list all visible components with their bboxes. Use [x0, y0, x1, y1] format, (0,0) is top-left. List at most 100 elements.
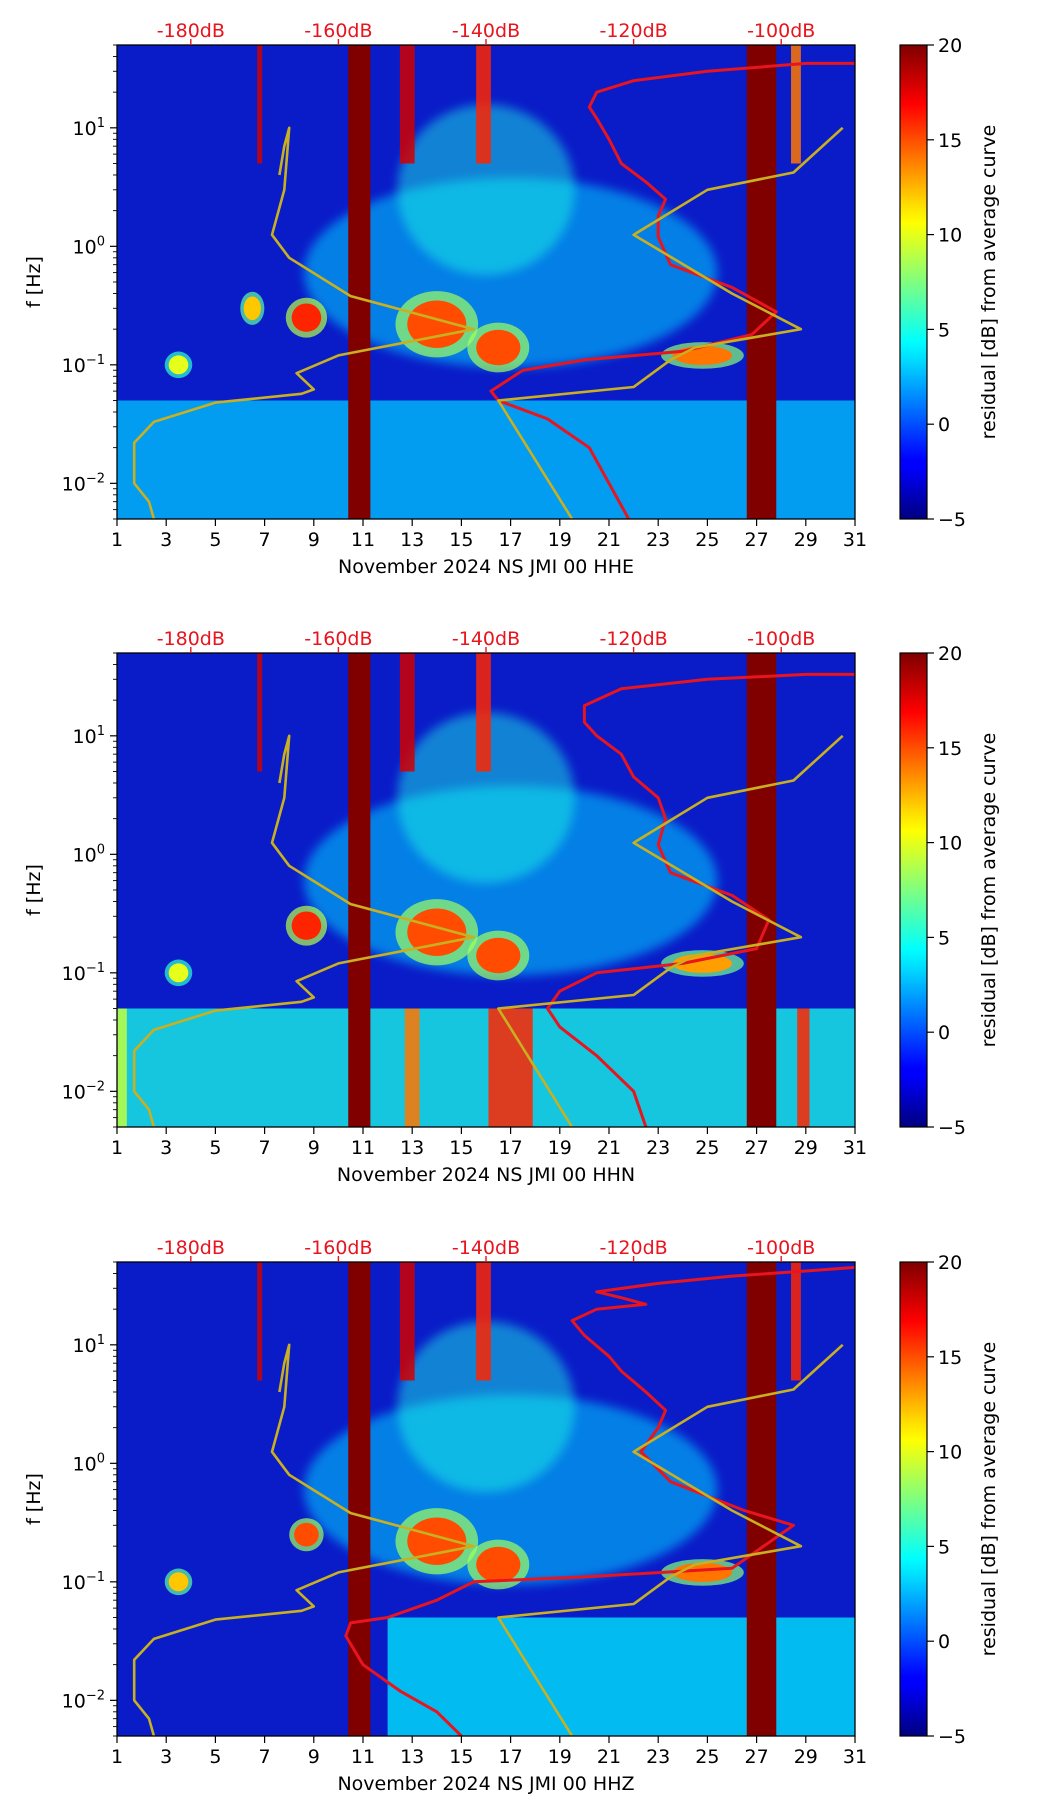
- top-db-label: -160dB: [304, 20, 372, 42]
- x-tick-label: 3: [160, 1746, 172, 1768]
- y-tick-label: 10−1: [62, 353, 105, 377]
- colorbar-tick-label: 20: [938, 1252, 962, 1274]
- psd-curve-red: [344, 1265, 855, 1736]
- top-db-label: -180dB: [157, 628, 225, 650]
- spectral-stripe: [257, 45, 263, 164]
- noise-model-curve-yellow: [132, 126, 475, 519]
- spectral-stripe: [399, 1262, 415, 1381]
- colorbar-tick-label: 10: [938, 225, 962, 247]
- energy-hotspot: [168, 1572, 189, 1592]
- x-tick-label: 3: [160, 1137, 172, 1159]
- colorbar-tick-label: 5: [938, 319, 950, 341]
- spectral-stripe: [791, 1262, 801, 1381]
- x-tick-label: 19: [548, 1746, 572, 1768]
- x-tick-label: 27: [745, 529, 769, 551]
- x-tick-label: 25: [695, 1746, 719, 1768]
- x-tick-label: 11: [351, 1137, 375, 1159]
- colorbar-tick-label: 5: [938, 1536, 950, 1558]
- x-tick-label: 15: [449, 1746, 473, 1768]
- noise-model-curve-yellow: [497, 734, 844, 1127]
- energy-hotspot: [476, 1546, 521, 1583]
- spectrogram-panel-2: 1 3 5 7 9 11 13 15 17 19 21 23 25 27 29 3110−210−110010…: [23, 628, 1000, 1186]
- top-db-label: -140dB: [452, 1237, 520, 1259]
- spectrogram-panel-3: 1 3 5 7 9 11 13 15 17 19 21 23 25 27 29 3110−210−110010…: [23, 1237, 1000, 1795]
- x-tick-label: 17: [499, 1746, 523, 1768]
- noise-region: [397, 104, 575, 276]
- x-tick-label: 23: [646, 1746, 670, 1768]
- colorbar-tick-label: 15: [938, 130, 962, 152]
- x-tick-label: 29: [794, 529, 818, 551]
- y-tick-label: 10−2: [62, 1079, 105, 1103]
- low-frequency-band: [387, 1617, 855, 1736]
- y-tick-label: 100: [73, 1451, 105, 1475]
- energy-hotspot: [243, 296, 261, 321]
- x-tick-label: 15: [449, 1137, 473, 1159]
- energy-hotspot: [407, 1517, 467, 1565]
- noise-model-curve-yellow: [132, 1343, 475, 1736]
- top-db-label: -160dB: [304, 628, 372, 650]
- colorbar-tick-label: −5: [938, 1726, 966, 1748]
- y-axis-label: f [Hz]: [23, 1473, 45, 1525]
- energy-hotspot: [291, 303, 322, 332]
- y-tick-label: 101: [73, 724, 105, 748]
- spectral-stripe: [399, 653, 415, 772]
- top-db-label: -120dB: [599, 20, 667, 42]
- psd-curve-red: [546, 672, 855, 1127]
- x-tick-label: 9: [308, 529, 320, 551]
- y-tick-label: 100: [73, 234, 105, 258]
- spectral-stripe: [117, 1008, 127, 1127]
- x-tick-label: 25: [695, 529, 719, 551]
- noise-region: [397, 1321, 575, 1493]
- data-gap-band: [746, 45, 777, 519]
- y-tick-label: 101: [73, 1333, 105, 1357]
- low-frequency-band: [117, 1008, 855, 1127]
- colorbar-tick-label: 0: [938, 414, 950, 436]
- y-axis-label: f [Hz]: [23, 256, 45, 308]
- colorbar-tick-label: 15: [938, 1347, 962, 1369]
- top-db-label: -180dB: [157, 20, 225, 42]
- x-tick-label: 31: [843, 1746, 867, 1768]
- x-tick-label: 27: [745, 1746, 769, 1768]
- x-tick-label: 7: [259, 1746, 271, 1768]
- top-db-label: -180dB: [157, 1237, 225, 1259]
- x-tick-label: 7: [259, 529, 271, 551]
- spectral-stripe: [476, 1262, 491, 1381]
- spectral-stripe: [797, 1008, 810, 1127]
- x-tick-label: 31: [843, 529, 867, 551]
- x-tick-label: 19: [548, 1137, 572, 1159]
- y-tick-label: 101: [73, 116, 105, 140]
- x-tick-label: 7: [259, 1137, 271, 1159]
- colorbar-tick-label: 5: [938, 927, 950, 949]
- top-db-label: -140dB: [452, 20, 520, 42]
- top-db-label: -160dB: [304, 1237, 372, 1259]
- y-axis-label: f [Hz]: [23, 864, 45, 916]
- y-tick-label: 10−1: [62, 961, 105, 985]
- x-tick-label: 21: [597, 1137, 621, 1159]
- x-tick-label: 5: [209, 529, 221, 551]
- noise-model-curve-yellow: [132, 734, 475, 1127]
- energy-hotspot: [407, 908, 467, 956]
- spectral-stripe: [791, 45, 801, 164]
- x-tick-label: 5: [209, 1746, 221, 1768]
- spectral-stripe: [399, 45, 415, 164]
- colorbar: [899, 652, 928, 1128]
- top-db-label: -120dB: [599, 1237, 667, 1259]
- x-tick-label: 15: [449, 529, 473, 551]
- colorbar-label: residual [dB] from average curve: [978, 125, 1000, 440]
- colorbar-tick-label: −5: [938, 509, 966, 531]
- top-db-label: -100dB: [747, 628, 815, 650]
- x-tick-label: 21: [597, 529, 621, 551]
- x-tick-label: 21: [597, 1746, 621, 1768]
- y-tick-label: 10−1: [62, 1570, 105, 1594]
- x-tick-label: 17: [499, 529, 523, 551]
- x-tick-label: 23: [646, 1137, 670, 1159]
- x-tick-label: 25: [695, 1137, 719, 1159]
- x-tick-label: 19: [548, 529, 572, 551]
- x-tick-label: 17: [499, 1137, 523, 1159]
- x-tick-label: 1: [111, 529, 123, 551]
- y-tick-label: 100: [73, 842, 105, 866]
- energy-hotspot: [168, 963, 189, 983]
- data-gap-band: [348, 1262, 371, 1736]
- colorbar-tick-label: 0: [938, 1631, 950, 1653]
- spectral-stripe: [257, 1262, 263, 1381]
